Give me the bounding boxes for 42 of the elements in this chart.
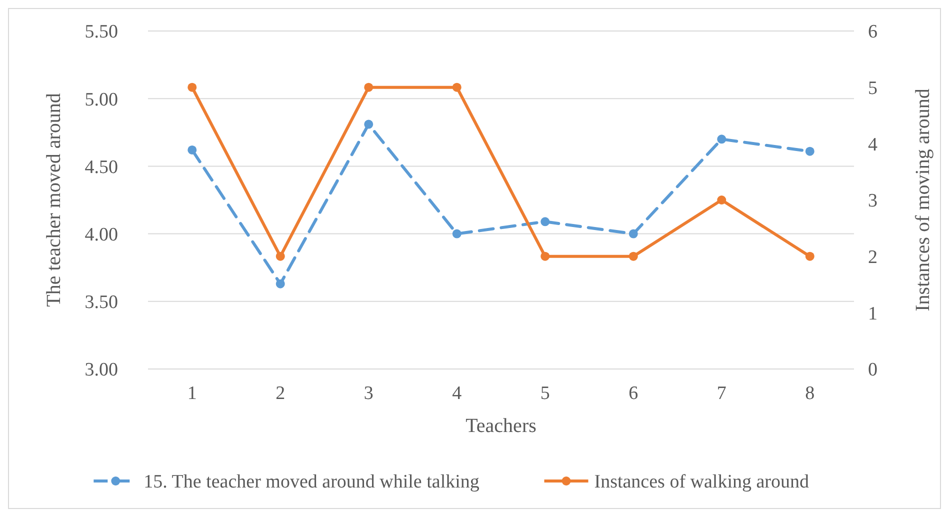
point <box>188 145 197 154</box>
point <box>717 134 726 144</box>
point <box>628 252 638 261</box>
y-tick-label: 5.00 <box>84 89 118 110</box>
point <box>805 146 814 156</box>
y-tick-label: 4.50 <box>84 156 118 178</box>
x-tick-label: 5 <box>540 383 550 404</box>
x-tick-label: 2 <box>276 383 286 404</box>
y-tick-label: 4.00 <box>84 224 118 246</box>
x-axis-title: Teachers <box>466 415 537 437</box>
x-tick-label: 6 <box>628 383 638 404</box>
point <box>188 82 197 92</box>
point <box>805 252 814 261</box>
point <box>540 217 550 226</box>
x-tick-label: 8 <box>805 383 815 404</box>
x-tick-label: 7 <box>716 383 726 404</box>
y2-tick-label: 0 <box>868 360 878 381</box>
y-tick-label: 3.00 <box>84 360 118 381</box>
x-tick-label: 1 <box>187 383 197 404</box>
y2-axis-title: Instances of moving around <box>912 88 934 312</box>
y-tick-label: 3.50 <box>84 292 118 314</box>
point <box>364 82 374 92</box>
point <box>276 279 285 288</box>
point <box>276 252 285 261</box>
legend-label: Instances of walking around <box>594 472 810 493</box>
legend-label: 15. The teacher moved around while talking <box>144 472 480 493</box>
x-tick-label: 4 <box>452 383 462 404</box>
point <box>717 196 726 204</box>
y-axis-title: The teacher moved around <box>43 93 65 307</box>
y2-tick-label: 3 <box>868 190 878 212</box>
y2-tick-label: 1 <box>868 303 878 324</box>
y-tick-label: 5.50 <box>84 22 118 43</box>
point <box>628 229 638 238</box>
y2-tick-label: 2 <box>868 246 878 268</box>
y2-tick-label: 6 <box>868 22 878 43</box>
point <box>452 229 462 238</box>
x-tick-label: 3 <box>364 383 374 404</box>
y2-tick-label: 4 <box>868 134 878 156</box>
point <box>364 120 374 129</box>
point <box>452 82 462 92</box>
y2-tick-label: 5 <box>868 78 878 99</box>
point <box>540 252 550 261</box>
